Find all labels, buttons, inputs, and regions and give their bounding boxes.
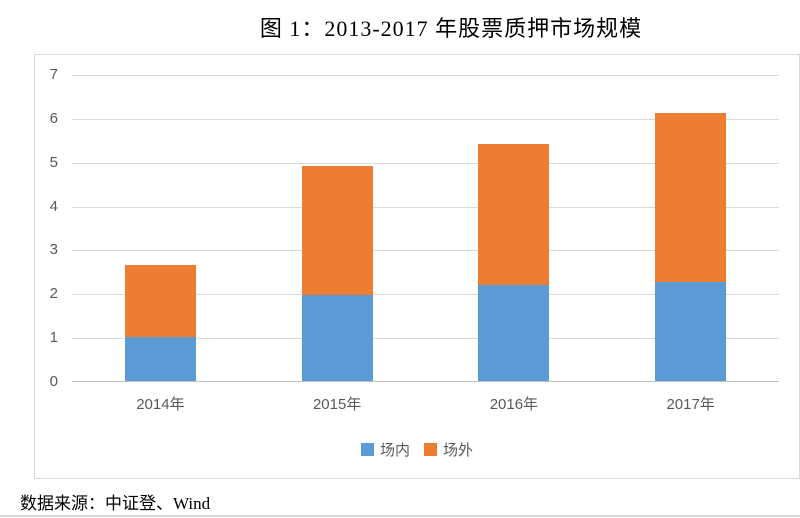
- legend-item: 场内: [360, 439, 410, 460]
- bar-segment-场内: [478, 284, 550, 381]
- bar-segment-场外: [124, 264, 196, 338]
- legend-swatch: [360, 443, 374, 456]
- y-tick-label: 7: [49, 66, 58, 83]
- legend-swatch: [424, 443, 437, 456]
- gridline: [72, 162, 779, 164]
- source-note: 数据来源：中证登、Wind: [20, 494, 211, 513]
- bar-segment-场内: [301, 295, 373, 381]
- bottom-divider: [0, 515, 800, 517]
- bar-segment-场外: [478, 144, 550, 285]
- legend-label: 场内: [379, 442, 410, 459]
- x-axis-line: [72, 381, 779, 382]
- chart-legend: 场内 场外: [35, 439, 799, 460]
- plot-area: [72, 75, 779, 382]
- legend-item: 场外: [424, 439, 473, 460]
- bar-segment-场内: [655, 282, 727, 381]
- bar-segment-场外: [655, 113, 727, 283]
- gridline: [72, 118, 779, 120]
- gridline: [72, 250, 779, 252]
- y-tick-label: 6: [49, 109, 58, 127]
- y-tick-label: 0: [49, 373, 58, 390]
- x-tick-label: 2015年: [312, 396, 362, 413]
- y-tick-label: 3: [49, 241, 58, 259]
- x-tick-label: 2014年: [136, 396, 185, 413]
- y-tick-label: 1: [49, 329, 58, 347]
- gridline: [72, 206, 779, 208]
- chart-frame: 场内 场外 0 1 2 3 4 5 6 7 2014年 2015年 2016年 2017年: [34, 54, 800, 479]
- bar-segment-场内: [124, 337, 196, 381]
- x-tick-label: 2017年: [666, 396, 715, 413]
- y-tick-label: 4: [49, 197, 58, 215]
- x-tick-label: 2016年: [489, 396, 539, 413]
- gridline: [72, 294, 779, 296]
- gridline: [72, 75, 779, 76]
- y-tick-label: 5: [49, 153, 58, 171]
- chart-title: 图 1：2013-2017 年股票质押市场规模: [259, 16, 643, 41]
- legend-label: 场外: [443, 442, 474, 459]
- y-tick-label: 2: [49, 285, 58, 303]
- gridline: [72, 338, 779, 340]
- bar-segment-场外: [301, 166, 373, 296]
